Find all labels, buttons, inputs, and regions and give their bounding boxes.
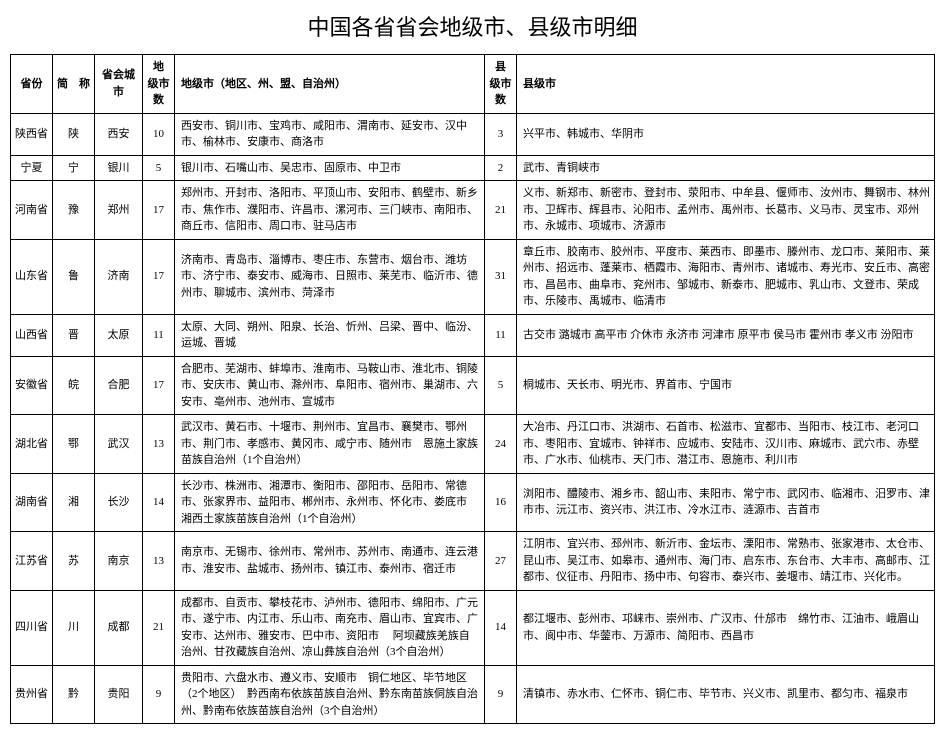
cell-countycount: 24	[485, 415, 517, 474]
col-header-abbr: 简 称	[53, 55, 95, 114]
cell-province: 四川省	[11, 590, 53, 665]
cell-capital: 西安	[95, 113, 143, 155]
table-row: 宁夏宁银川5银川市、石嘴山市、吴忠市、固原市、中卫市2武市、青铜峡市	[11, 155, 935, 181]
cell-preflist: 银川市、石嘴山市、吴忠市、固原市、中卫市	[175, 155, 485, 181]
cell-prefcount: 21	[143, 590, 175, 665]
cell-province: 山东省	[11, 239, 53, 314]
cell-province: 江苏省	[11, 532, 53, 591]
cell-abbr: 皖	[53, 356, 95, 415]
cell-province: 山西省	[11, 314, 53, 356]
cell-countycount: 5	[485, 356, 517, 415]
cell-abbr: 湘	[53, 473, 95, 532]
cell-countylist: 清镇市、赤水市、仁怀市、铜仁市、毕节市、兴义市、凯里市、都匀市、福泉市	[517, 665, 935, 724]
table-row: 河南省豫郑州17郑州市、开封市、洛阳市、平顶山市、安阳市、鹤壁市、新乡市、焦作市…	[11, 181, 935, 240]
cell-abbr: 川	[53, 590, 95, 665]
cell-province: 宁夏	[11, 155, 53, 181]
table-row: 湖南省湘长沙14长沙市、株洲市、湘潭市、衡阳市、邵阳市、岳阳市、常德市、张家界市…	[11, 473, 935, 532]
cell-capital: 合肥	[95, 356, 143, 415]
table-row: 江苏省苏南京13南京市、无锡市、徐州市、常州市、苏州市、南通市、连云港市、淮安市…	[11, 532, 935, 591]
table-header-row: 省份 简 称 省会城市 地 级市数 地级市（地区、州、盟、自治州） 县 级市数 …	[11, 55, 935, 114]
cell-countycount: 3	[485, 113, 517, 155]
cell-countylist: 兴平市、韩城市、华阴市	[517, 113, 935, 155]
cell-preflist: 成都市、自贡市、攀枝花市、泸州市、德阳市、绵阳市、广元市、遂宁市、内江市、乐山市…	[175, 590, 485, 665]
cell-countycount: 27	[485, 532, 517, 591]
table-row: 山东省鲁济南17济南市、青岛市、淄博市、枣庄市、东营市、烟台市、潍坊市、济宁市、…	[11, 239, 935, 314]
cell-capital: 银川	[95, 155, 143, 181]
cell-countylist: 章丘市、胶南市、胶州市、平度市、莱西市、即墨市、滕州市、龙口市、莱阳市、莱州市、…	[517, 239, 935, 314]
cell-countylist: 大冶市、丹江口市、洪湖市、石首市、松滋市、宜都市、当阳市、枝江市、老河口市、枣阳…	[517, 415, 935, 474]
cell-prefcount: 11	[143, 314, 175, 356]
cell-abbr: 黔	[53, 665, 95, 724]
page-title: 中国各省省会地级市、县级市明细	[10, 10, 935, 42]
cell-preflist: 长沙市、株洲市、湘潭市、衡阳市、邵阳市、岳阳市、常德市、张家界市、益阳市、郴州市…	[175, 473, 485, 532]
cell-capital: 贵阳	[95, 665, 143, 724]
cell-abbr: 鲁	[53, 239, 95, 314]
cell-capital: 武汉	[95, 415, 143, 474]
table-row: 湖北省鄂武汉13武汉市、黄石市、十堰市、荆州市、宜昌市、襄樊市、鄂州市、荆门市、…	[11, 415, 935, 474]
table-body: 陕西省陕西安10西安市、铜川市、宝鸡市、咸阳市、渭南市、延安市、汉中市、榆林市、…	[11, 113, 935, 724]
cell-prefcount: 17	[143, 356, 175, 415]
cell-province: 河南省	[11, 181, 53, 240]
cell-countylist: 古交市 潞城市 高平市 介休市 永济市 河津市 原平市 侯马市 霍州市 孝义市 …	[517, 314, 935, 356]
cell-countylist: 义市、新郑市、新密市、登封市、荥阳市、中牟县、偃师市、汝州市、舞钢市、林州市、卫…	[517, 181, 935, 240]
cell-prefcount: 17	[143, 181, 175, 240]
cell-countycount: 31	[485, 239, 517, 314]
cell-preflist: 太原、大同、朔州、阳泉、长治、忻州、吕梁、晋中、临汾、运城、晋城	[175, 314, 485, 356]
table-row: 贵州省黔贵阳9贵阳市、六盘水市、遵义市、安顺市 铜仁地区、毕节地区（2个地区） …	[11, 665, 935, 724]
cell-countylist: 武市、青铜峡市	[517, 155, 935, 181]
col-header-countylist: 县级市	[517, 55, 935, 114]
table-row: 陕西省陕西安10西安市、铜川市、宝鸡市、咸阳市、渭南市、延安市、汉中市、榆林市、…	[11, 113, 935, 155]
cell-capital: 成都	[95, 590, 143, 665]
cell-capital: 太原	[95, 314, 143, 356]
cell-capital: 郑州	[95, 181, 143, 240]
cell-preflist: 南京市、无锡市、徐州市、常州市、苏州市、南通市、连云港市、淮安市、盐城市、扬州市…	[175, 532, 485, 591]
cell-abbr: 宁	[53, 155, 95, 181]
cell-countycount: 21	[485, 181, 517, 240]
cell-countycount: 11	[485, 314, 517, 356]
cell-abbr: 鄂	[53, 415, 95, 474]
cell-preflist: 合肥市、芜湖市、蚌埠市、淮南市、马鞍山市、淮北市、铜陵市、安庆市、黄山市、滁州市…	[175, 356, 485, 415]
cell-preflist: 西安市、铜川市、宝鸡市、咸阳市、渭南市、延安市、汉中市、榆林市、安康市、商洛市	[175, 113, 485, 155]
cell-prefcount: 10	[143, 113, 175, 155]
cell-prefcount: 9	[143, 665, 175, 724]
col-header-capital: 省会城市	[95, 55, 143, 114]
cell-countycount: 14	[485, 590, 517, 665]
col-header-preflist: 地级市（地区、州、盟、自治州）	[175, 55, 485, 114]
cell-province: 安徽省	[11, 356, 53, 415]
table-row: 山西省晋太原11太原、大同、朔州、阳泉、长治、忻州、吕梁、晋中、临汾、运城、晋城…	[11, 314, 935, 356]
cell-capital: 长沙	[95, 473, 143, 532]
cell-abbr: 陕	[53, 113, 95, 155]
cell-prefcount: 14	[143, 473, 175, 532]
cell-countylist: 浏阳市、醴陵市、湘乡市、韶山市、耒阳市、常宁市、武冈市、临湘市、汨罗市、津市市、…	[517, 473, 935, 532]
cell-abbr: 晋	[53, 314, 95, 356]
cell-abbr: 豫	[53, 181, 95, 240]
col-header-prefcount: 地 级市数	[143, 55, 175, 114]
col-header-countycount: 县 级市数	[485, 55, 517, 114]
province-table: 省份 简 称 省会城市 地 级市数 地级市（地区、州、盟、自治州） 县 级市数 …	[10, 54, 935, 724]
cell-countylist: 都江堰市、彭州市、邛崃市、崇州市、广汉市、什邡市 绵竹市、江油市、峨眉山市、阆中…	[517, 590, 935, 665]
cell-prefcount: 13	[143, 415, 175, 474]
cell-capital: 济南	[95, 239, 143, 314]
cell-capital: 南京	[95, 532, 143, 591]
cell-province: 贵州省	[11, 665, 53, 724]
cell-countycount: 2	[485, 155, 517, 181]
table-row: 安徽省皖合肥17合肥市、芜湖市、蚌埠市、淮南市、马鞍山市、淮北市、铜陵市、安庆市…	[11, 356, 935, 415]
cell-countylist: 江阴市、宜兴市、邳州市、新沂市、金坛市、溧阳市、常熟市、张家港市、太仓市、昆山市…	[517, 532, 935, 591]
cell-countycount: 16	[485, 473, 517, 532]
cell-countylist: 桐城市、天长市、明光市、界首市、宁国市	[517, 356, 935, 415]
col-header-province: 省份	[11, 55, 53, 114]
cell-preflist: 济南市、青岛市、淄博市、枣庄市、东营市、烟台市、潍坊市、济宁市、泰安市、威海市、…	[175, 239, 485, 314]
cell-abbr: 苏	[53, 532, 95, 591]
cell-province: 陕西省	[11, 113, 53, 155]
cell-preflist: 武汉市、黄石市、十堰市、荆州市、宜昌市、襄樊市、鄂州市、荆门市、孝感市、黄冈市、…	[175, 415, 485, 474]
cell-prefcount: 13	[143, 532, 175, 591]
cell-province: 湖南省	[11, 473, 53, 532]
table-row: 四川省川成都21成都市、自贡市、攀枝花市、泸州市、德阳市、绵阳市、广元市、遂宁市…	[11, 590, 935, 665]
cell-prefcount: 5	[143, 155, 175, 181]
cell-prefcount: 17	[143, 239, 175, 314]
cell-countycount: 9	[485, 665, 517, 724]
cell-preflist: 贵阳市、六盘水市、遵义市、安顺市 铜仁地区、毕节地区（2个地区） 黔西南布依族苗…	[175, 665, 485, 724]
cell-province: 湖北省	[11, 415, 53, 474]
cell-preflist: 郑州市、开封市、洛阳市、平顶山市、安阳市、鹤壁市、新乡市、焦作市、濮阳市、许昌市…	[175, 181, 485, 240]
